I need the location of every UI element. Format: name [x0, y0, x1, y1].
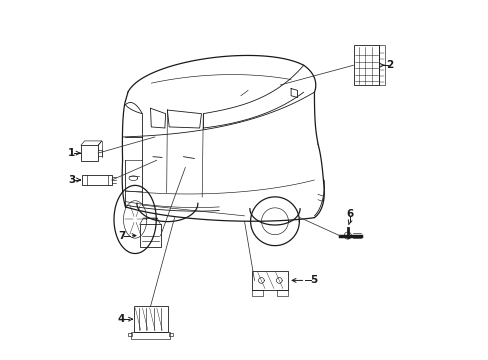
Text: 7: 7 [118, 231, 125, 240]
Bar [81, 145, 98, 161]
Bar [252, 290, 263, 296]
Bar [130, 332, 170, 338]
Bar [252, 271, 287, 290]
Text: 1: 1 [68, 148, 75, 158]
Bar [140, 225, 160, 247]
Bar [128, 333, 132, 336]
Bar [81, 175, 112, 185]
Text: 5: 5 [309, 275, 316, 285]
Bar [277, 290, 287, 296]
Text: 2: 2 [386, 60, 392, 70]
Bar [353, 45, 379, 85]
Bar [168, 333, 173, 336]
Text: 4: 4 [117, 314, 124, 324]
Bar [133, 306, 167, 332]
Bar [379, 45, 384, 85]
Text: 3: 3 [68, 175, 75, 185]
Text: 6: 6 [345, 209, 352, 219]
